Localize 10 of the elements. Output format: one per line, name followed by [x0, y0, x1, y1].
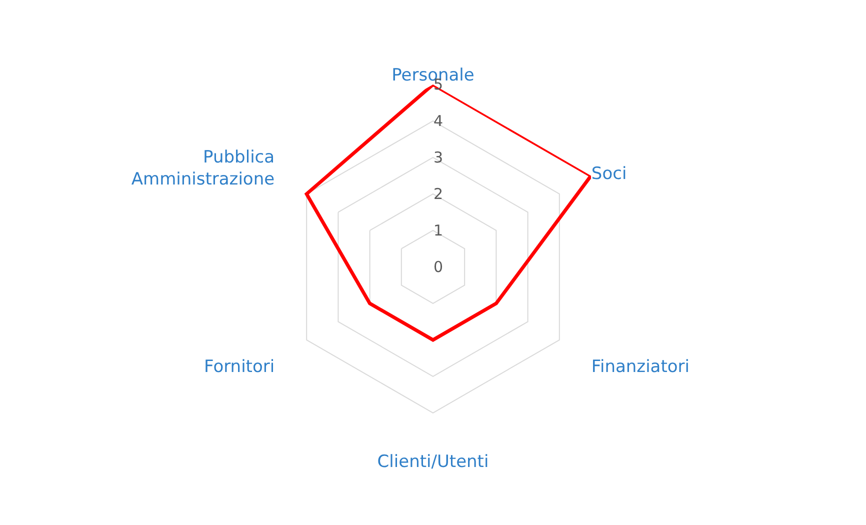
- y-tick-label: 4: [434, 112, 444, 130]
- spoke-label: Soci: [591, 164, 627, 184]
- spoke-label: Clienti/Utenti: [377, 452, 489, 472]
- spoke-label: Pubblica Amministrazione: [131, 147, 275, 190]
- y-tick-label: 1: [434, 221, 444, 240]
- spoke-label: Fornitori: [204, 357, 275, 378]
- y-tick-label: 3: [434, 148, 444, 166]
- y-tick-label: 0: [434, 258, 444, 276]
- y-tick-label: 2: [434, 184, 444, 203]
- spoke-label: Finanziatori: [591, 357, 690, 378]
